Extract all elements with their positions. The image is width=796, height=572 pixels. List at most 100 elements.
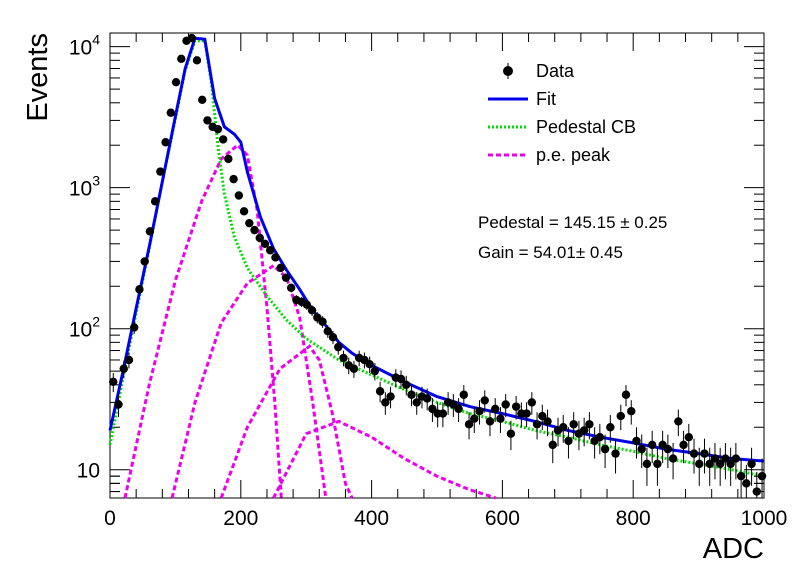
data-point [224, 154, 233, 164]
data-point [339, 353, 348, 363]
data-point [585, 420, 594, 429]
data-point [171, 77, 181, 87]
data-point [109, 377, 118, 387]
legend-label-pe-peak: p.e. peak [536, 145, 611, 165]
data-point [114, 400, 123, 409]
x-tick-label: 200 [223, 507, 258, 530]
pe-peak-curve [123, 143, 283, 499]
annotation-pedestal: Pedestal = 145.15 ± 0.25 [478, 213, 667, 232]
data-point [579, 426, 589, 435]
data-point [595, 433, 605, 442]
data-point [260, 239, 270, 248]
data-point [616, 411, 625, 421]
data-point [375, 387, 385, 396]
data-point [271, 253, 280, 262]
data-point [349, 364, 359, 373]
legend-item-pe-peak: p.e. peak [488, 145, 611, 165]
data-point [396, 374, 406, 384]
data-point [679, 440, 688, 450]
data-point [250, 225, 259, 235]
data-point [187, 33, 196, 43]
data-point [286, 283, 296, 292]
data-point [522, 409, 531, 418]
data-point [177, 54, 186, 64]
legend-label-fit: Fit [536, 89, 556, 109]
data-point [715, 459, 725, 469]
data-point [747, 459, 756, 469]
data-point [480, 396, 489, 405]
data-point [742, 479, 751, 488]
data-point [501, 400, 510, 409]
y-tick-label: 102 [69, 314, 100, 342]
data-point [532, 420, 542, 429]
data-point [334, 342, 343, 352]
data-point [192, 56, 202, 65]
data-point [731, 454, 741, 463]
x-tick-label: 600 [485, 507, 520, 530]
data-point [276, 263, 285, 273]
data-point [454, 404, 463, 414]
data-point [642, 459, 652, 469]
data-point [386, 392, 395, 401]
data-point [721, 454, 730, 463]
data-point [684, 433, 693, 442]
x-axis-title: ADC [703, 533, 764, 565]
data-point [700, 449, 709, 458]
legend-item-data: Data [503, 61, 575, 81]
data-point [548, 440, 557, 450]
data-point [496, 414, 505, 423]
data-point [156, 167, 165, 176]
data-point [491, 404, 500, 414]
data-point [663, 444, 673, 454]
data-point [422, 394, 432, 403]
data-point [318, 317, 327, 326]
data-point [323, 326, 332, 336]
data-point [135, 285, 144, 294]
data-point [475, 406, 484, 416]
x-tick-label: 800 [616, 507, 651, 530]
data-point [281, 273, 291, 282]
data-point [705, 459, 714, 469]
data-point [627, 406, 636, 416]
x-tick-label: 400 [354, 507, 389, 530]
data-point [150, 197, 160, 206]
data-point [559, 423, 568, 432]
y-tick-label: 10 [77, 460, 100, 483]
data-point [485, 417, 495, 426]
data-point [600, 444, 610, 454]
data-point [527, 398, 537, 407]
data-point [653, 459, 662, 469]
legend-marker-data [503, 66, 513, 76]
data-point [119, 364, 128, 373]
data-point [695, 459, 704, 469]
data-point [632, 436, 641, 446]
data-point [412, 398, 421, 407]
data-point [407, 390, 416, 399]
data-point [757, 471, 767, 481]
data-point [218, 135, 228, 144]
data-point [668, 454, 678, 463]
x-tick-label: 0 [104, 507, 116, 530]
data-point [234, 191, 244, 200]
data-point [140, 257, 149, 266]
pe-peak-curve [219, 344, 354, 499]
data-point [145, 227, 155, 236]
data-point [328, 333, 338, 342]
plot-frame [109, 32, 765, 499]
data-point [637, 444, 646, 454]
data-points [109, 33, 767, 498]
data-point [564, 436, 573, 446]
data-point [213, 124, 223, 134]
data-point [674, 417, 683, 426]
data-point [543, 417, 552, 426]
data-point [245, 218, 254, 228]
data-point [511, 402, 521, 411]
data-point [302, 300, 312, 309]
axis-tick-labels: 0 200 400 600 800 1000 10 102 103 104 [69, 32, 788, 530]
data-point [203, 116, 212, 125]
data-point [166, 108, 176, 117]
data-point [726, 459, 735, 469]
data-point [470, 414, 479, 423]
legend-item-fit: Fit [488, 89, 556, 109]
data-point [752, 487, 762, 496]
